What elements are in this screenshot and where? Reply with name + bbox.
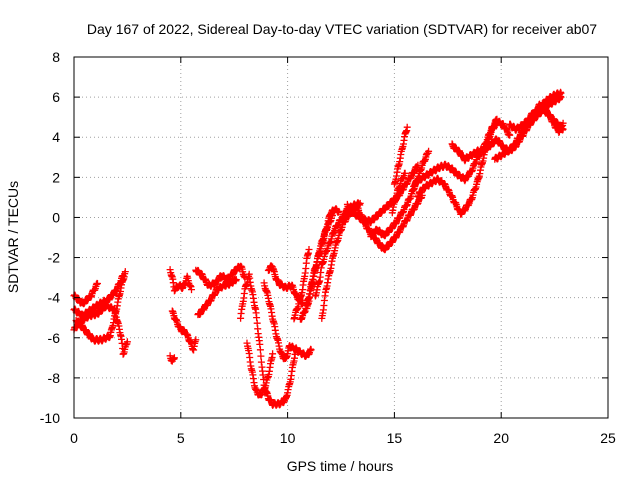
x-tick-label: 0 xyxy=(70,430,78,446)
data-point-track xyxy=(166,352,178,365)
data-point-track xyxy=(410,115,501,190)
data-point-track xyxy=(390,123,411,188)
axis-ticks: 0 5 10 15 20 25 -10 -8 -6 -4 -2 0 2 4 6 8 xyxy=(40,49,616,446)
x-axis-label: GPS time / hours xyxy=(287,458,394,474)
data-point-track xyxy=(260,279,315,363)
y-tick-label: 8 xyxy=(52,49,60,65)
x-tick-label: 5 xyxy=(177,430,185,446)
data-point-track xyxy=(527,104,567,136)
data-point-track xyxy=(290,246,313,323)
grid xyxy=(74,57,608,418)
y-tick-label: -6 xyxy=(48,330,61,346)
y-tick-label: 0 xyxy=(52,209,60,225)
data-point-track xyxy=(491,100,567,163)
chart-title: Day 167 of 2022, Sidereal Day-to-day VTE… xyxy=(87,21,597,37)
y-tick-label: -2 xyxy=(48,250,61,266)
data-point-track xyxy=(414,117,514,218)
y-tick-label: -10 xyxy=(40,410,60,426)
y-tick-label: 6 xyxy=(52,89,60,105)
data-point-track xyxy=(388,169,409,217)
plot-frame xyxy=(73,56,609,419)
data-point-track xyxy=(243,339,277,399)
data-point-track xyxy=(303,211,336,312)
y-axis-label: SDTVAR / TECUs xyxy=(5,181,21,293)
x-tick-label: 15 xyxy=(387,430,403,446)
y-tick-label: 4 xyxy=(52,129,60,145)
data-point-track xyxy=(166,266,195,295)
x-tick-label: 20 xyxy=(493,430,509,446)
y-tick-label: -8 xyxy=(48,370,61,386)
data-point-track xyxy=(194,275,240,319)
data-point-track xyxy=(192,262,249,290)
x-tick-label: 25 xyxy=(600,430,616,446)
y-tick-label: 2 xyxy=(52,169,60,185)
y-tick-label: -4 xyxy=(48,290,61,306)
data-point-track xyxy=(168,307,200,354)
x-tick-label: 10 xyxy=(280,430,296,446)
